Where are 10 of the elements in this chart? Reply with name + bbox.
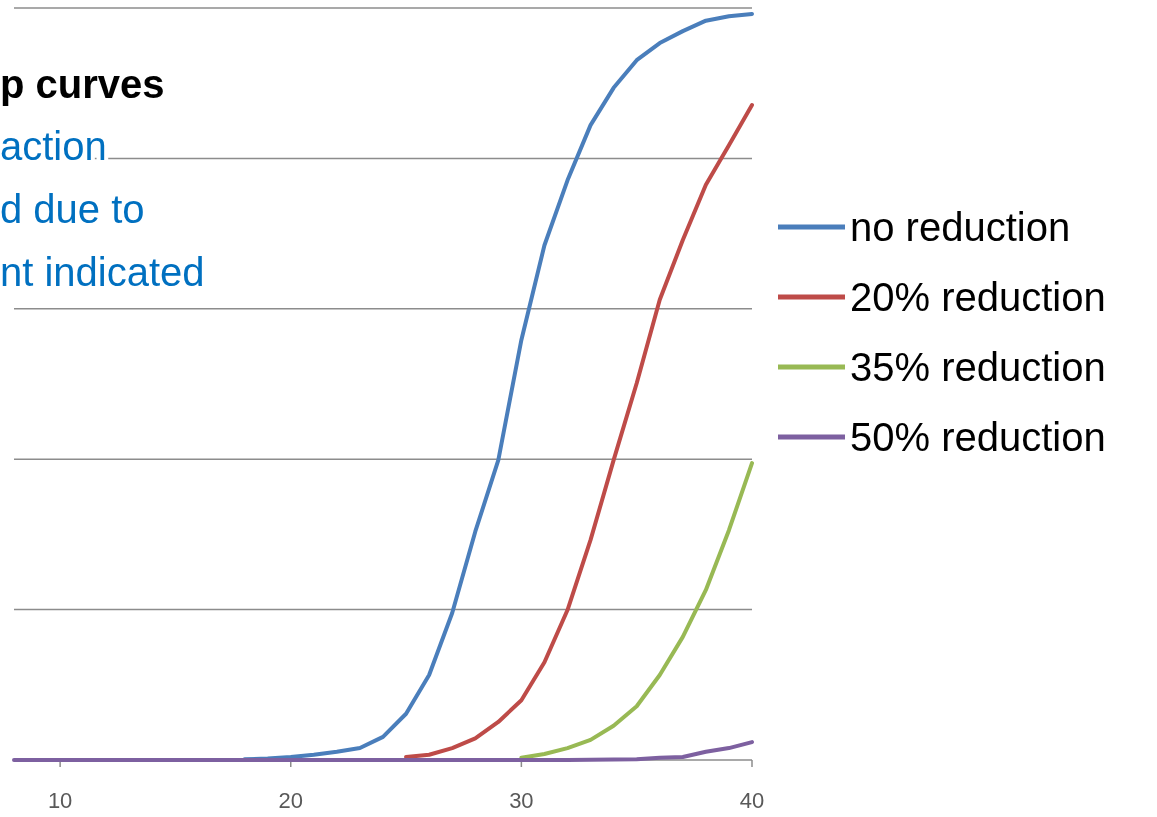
legend-label: no reduction [850, 205, 1071, 249]
x-tick-label: 20 [278, 788, 303, 813]
x-tick-label: 40 [739, 788, 765, 813]
text: action d due to nt indicated [0, 124, 205, 294]
x-tick-label: 30 [509, 788, 534, 813]
legend-label: 35% reduction [850, 345, 1106, 389]
x-tick-label: 10 [47, 788, 73, 813]
text: p curves [0, 62, 165, 106]
legend-label: 50% reduction [850, 415, 1106, 459]
legend-label: 20% reduction [850, 275, 1106, 319]
